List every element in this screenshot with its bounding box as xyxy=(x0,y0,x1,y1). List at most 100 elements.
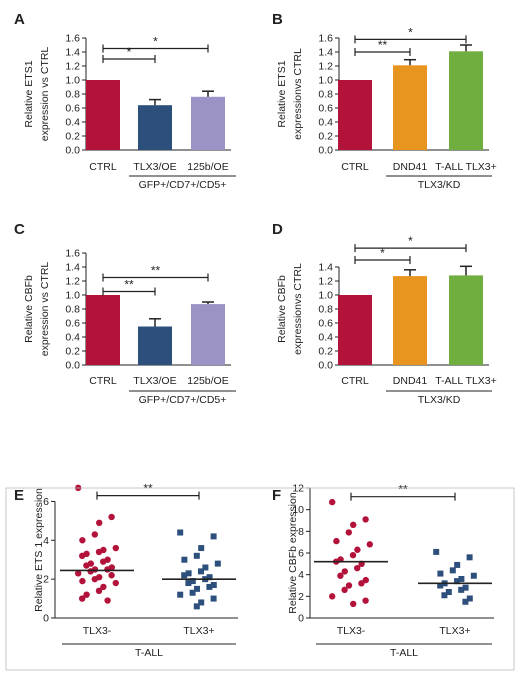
data-point xyxy=(87,568,94,575)
y-tick-label: 12 xyxy=(292,483,304,495)
y-tick-label: 1.2 xyxy=(318,61,333,73)
panel-letter: B xyxy=(272,11,283,28)
data-point xyxy=(333,537,340,545)
group-label: T-ALL xyxy=(135,647,163,659)
data-point xyxy=(112,579,120,587)
data-point xyxy=(193,603,200,610)
significance-label: * xyxy=(408,234,413,248)
data-point xyxy=(329,498,336,506)
y-tick-label: 0.6 xyxy=(318,318,333,330)
y-axis-label: Relative CBFb xyxy=(23,275,35,343)
y-tick-label: 0.2 xyxy=(65,346,80,358)
data-point xyxy=(458,586,465,593)
data-point xyxy=(83,562,90,569)
data-point xyxy=(79,537,86,544)
data-point xyxy=(104,597,111,604)
x-tick-label: CTRL xyxy=(89,161,117,173)
data-point xyxy=(83,591,90,598)
y-tick-label: 1.4 xyxy=(65,47,80,59)
data-point xyxy=(91,575,99,583)
group-label: GFP+/CD7+/CD5+ xyxy=(139,394,227,406)
bar-t-all-tlx3- xyxy=(449,275,483,365)
data-point xyxy=(466,595,473,602)
data-point xyxy=(362,576,369,584)
data-point xyxy=(466,554,473,561)
data-point xyxy=(189,589,196,596)
significance-label: * xyxy=(153,35,158,49)
data-point xyxy=(354,564,361,572)
data-point xyxy=(177,591,184,598)
x-tick-label: T-ALL TLX3+ xyxy=(435,375,497,387)
y-axis-label: Relative CBFb expression xyxy=(287,492,299,614)
data-point xyxy=(185,580,192,587)
y-tick-label: 10 xyxy=(292,504,304,516)
panel-letter: D xyxy=(272,221,283,238)
y-tick-label: 6 xyxy=(43,496,49,508)
x-tick-label: TLX3- xyxy=(83,625,112,637)
y-tick-label: 1.0 xyxy=(65,75,80,87)
x-tick-label: DND41 xyxy=(393,161,428,173)
y-tick-label: 0.0 xyxy=(65,145,80,157)
y-tick-label: 1.4 xyxy=(318,262,333,274)
y-tick-label: 0.8 xyxy=(318,89,333,101)
data-point xyxy=(362,597,369,604)
y-tick-label: 0.8 xyxy=(65,304,80,316)
significance-label: * xyxy=(127,45,132,59)
data-point xyxy=(345,529,352,536)
y-tick-label: 1.6 xyxy=(65,33,80,45)
y-tick-label: 0.4 xyxy=(65,332,80,344)
panel-d: D 0.0 0.2 0.4 0.6 0.8 1.0 1.2 1.4 Relative CBFb ex… xyxy=(272,221,497,406)
y-axis-label: expressionvs CTRL xyxy=(292,48,304,140)
y-tick-label: 1.0 xyxy=(65,290,80,302)
y-tick-label: 1.0 xyxy=(318,75,333,87)
bar-t-all-tlx3- xyxy=(449,51,483,150)
data-point xyxy=(350,600,357,608)
data-point xyxy=(189,578,196,585)
data-point xyxy=(454,561,461,568)
x-tick-label: TLX3/OE xyxy=(133,375,176,387)
group-label: T-ALL xyxy=(390,647,418,659)
group-label: TLX3/KD xyxy=(418,179,461,191)
data-point xyxy=(198,599,205,606)
significance-label: * xyxy=(380,246,385,260)
data-point xyxy=(91,531,99,538)
data-point xyxy=(210,581,217,588)
data-point xyxy=(96,519,103,526)
data-point xyxy=(206,574,213,581)
y-tick-label: 0.2 xyxy=(318,131,333,143)
x-tick-label: CTRL xyxy=(89,375,117,387)
data-point xyxy=(79,577,86,585)
panel-letter: E xyxy=(14,487,24,504)
x-tick-label: TLX3/OE xyxy=(133,161,176,173)
data-point xyxy=(177,529,184,536)
data-point xyxy=(437,582,444,589)
bar-ctrl xyxy=(338,80,372,150)
x-tick-label: T-ALL TLX3+ xyxy=(435,161,497,173)
data-point xyxy=(358,580,365,587)
data-point xyxy=(104,566,111,573)
data-point xyxy=(454,578,460,585)
panel-letter: F xyxy=(272,487,281,504)
data-point xyxy=(206,583,213,590)
y-tick-label: 0 xyxy=(298,613,304,625)
data-point xyxy=(100,583,107,591)
data-point xyxy=(194,585,200,592)
x-tick-label: CTRL xyxy=(341,375,369,387)
y-tick-label: 0.4 xyxy=(318,332,333,344)
bar-125b-oe xyxy=(191,96,225,150)
y-tick-label: 0.6 xyxy=(65,103,80,115)
significance-label: ** xyxy=(151,264,161,278)
bar-ctrl xyxy=(86,80,120,150)
data-point xyxy=(181,556,188,563)
scatter-frame xyxy=(5,487,515,671)
data-point xyxy=(210,533,217,540)
data-point xyxy=(433,548,440,555)
y-tick-label: 1.6 xyxy=(65,248,80,260)
y-tick-label: 1.2 xyxy=(318,276,333,288)
data-point xyxy=(202,564,209,571)
data-point xyxy=(185,570,192,577)
y-tick-label: 0.8 xyxy=(318,304,333,316)
data-point xyxy=(341,568,348,575)
